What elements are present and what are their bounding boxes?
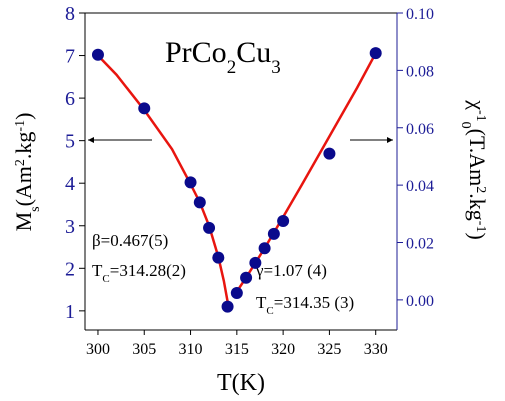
annotation: TC=314.28(2) (92, 261, 186, 285)
chart-title-part: 3 (271, 57, 281, 78)
data-point (212, 251, 225, 264)
y2-axis-label-part: 2 (474, 186, 489, 193)
annotation-part: T (92, 261, 103, 280)
y2-tick-label: 0.10 (406, 6, 434, 23)
annotation: β=0.467(5) (92, 231, 168, 250)
data-point (221, 300, 234, 313)
fit-line (97, 54, 230, 307)
annotation-part: γ=1.07 (4) (255, 261, 327, 280)
y-axis-label: Ms(Am2.kg-1) (11, 113, 43, 232)
x-axis-label-part: T(K) (217, 370, 265, 396)
x-tick-label: 300 (86, 341, 110, 358)
y-axis-label-part: s (28, 206, 43, 211)
data-point (267, 227, 280, 240)
chart-title-part: Cu (236, 36, 271, 69)
y-axis-label-part: M (11, 212, 36, 232)
data-point (323, 147, 336, 160)
x-tick-label: 310 (179, 341, 203, 358)
data-point (249, 256, 262, 269)
annotation: TC=314.35 (3) (256, 293, 354, 317)
y2-axis-label-part: χ (465, 99, 490, 110)
y-axis-label-part: 2 (13, 159, 28, 166)
chart-title-part: 2 (227, 57, 237, 78)
y2-tick-label: 0.00 (406, 293, 434, 310)
y-tick-label: 8 (65, 3, 75, 25)
y-axis-label-part: ) (11, 113, 36, 120)
y-axis-label-part: (Am (11, 166, 36, 206)
y2-axis-label-part: (T.Am (465, 129, 490, 187)
y-axis-label-part: -1 (13, 120, 28, 132)
x-tick-label: 320 (271, 341, 295, 358)
y-tick-label: 5 (65, 131, 75, 153)
y-tick-label: 2 (65, 258, 75, 280)
y-tick-label: 3 (65, 216, 75, 238)
x-tick-label: 315 (225, 341, 249, 358)
data-point (277, 214, 290, 227)
annotation-part: C (266, 305, 273, 317)
y-tick-label: 1 (65, 301, 75, 323)
y2-tick-label: 0.06 (406, 121, 434, 138)
x-tick-label: 330 (364, 341, 388, 358)
data-point (193, 196, 206, 209)
y2-axis-label-part: ) (465, 232, 490, 239)
annotation-part: β=0.467(5) (92, 231, 168, 250)
data-point (138, 102, 151, 115)
y2-tick-label: 0.02 (406, 236, 434, 253)
y2-axis-label: χ-10(T.Am2.kg-1) (459, 99, 491, 240)
data-point (91, 48, 104, 61)
x-tick-label: 305 (132, 341, 156, 358)
data-point (203, 221, 216, 234)
data-point (240, 271, 253, 284)
y-tick-label: 4 (65, 173, 75, 195)
y-tick-label: 6 (65, 88, 75, 110)
annotation-part: =314.35 (3) (274, 293, 354, 312)
y2-axis-label-part: .kg (465, 193, 490, 221)
annotation-part: T (256, 293, 267, 312)
annotation-part: C (102, 273, 109, 285)
x-tick-label: 325 (317, 341, 341, 358)
chart-title-part: PrCo (165, 36, 227, 69)
data-point (369, 47, 382, 60)
annotation-part: =314.28(2) (110, 261, 186, 280)
data-point (230, 286, 243, 299)
y2-tick-label: 0.04 (406, 178, 434, 195)
y2-tick-label: 0.08 (406, 63, 434, 80)
chart-title: PrCo2Cu3 (165, 36, 281, 78)
y2-axis-label-part: -1 (474, 221, 489, 233)
data-point (258, 242, 271, 255)
x-axis-label: T(K) (217, 370, 265, 396)
data-point (184, 176, 197, 189)
annotation: γ=1.07 (4) (255, 261, 327, 280)
y-axis-label-part: .kg (11, 132, 36, 160)
y-tick-label: 7 (65, 46, 75, 68)
y2-axis-label-part: 0 (459, 122, 474, 129)
y2-axis-label-part: -1 (474, 110, 489, 122)
